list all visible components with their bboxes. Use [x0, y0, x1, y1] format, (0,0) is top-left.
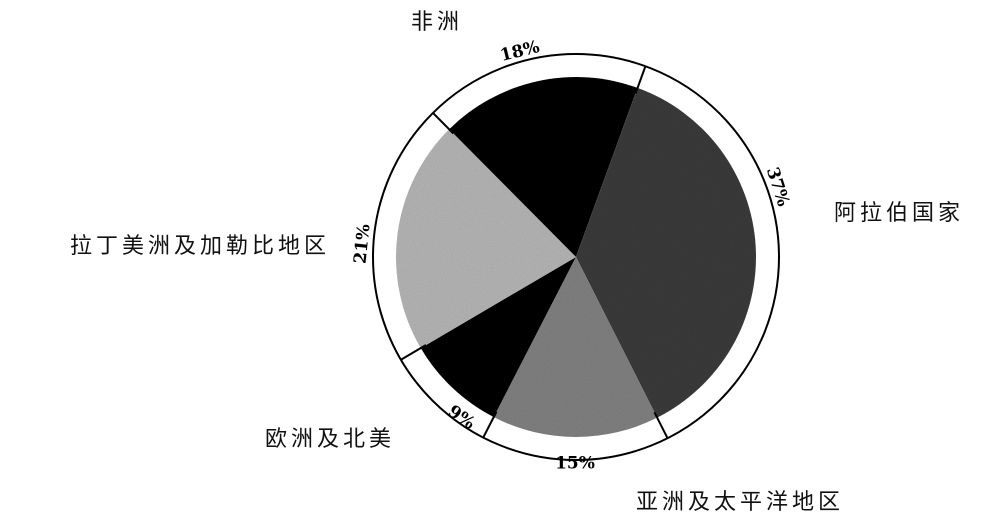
category-label-europe-north-america: 欧洲及北美 [265, 427, 395, 452]
pie-slices [396, 77, 756, 438]
ring-divider [432, 112, 455, 135]
ring-dividers [400, 65, 669, 439]
value-label-asia-pacific: 15% [555, 454, 595, 474]
ring-divider [653, 411, 669, 439]
pie-slice-africa [449, 77, 638, 258]
category-label-arab-states: 阿拉伯国家 [834, 201, 964, 226]
value-label-latin-america: 21% [350, 223, 374, 265]
category-label-africa: 非洲 [411, 10, 463, 35]
ring-divider [482, 411, 498, 439]
pie-slice-latin-america [396, 129, 576, 349]
ring-divider [400, 344, 427, 361]
category-label-asia-pacific: 亚洲及太平洋地区 [636, 490, 844, 515]
ring-divider [634, 65, 647, 94]
pie-slice-arab-states [576, 87, 756, 418]
pie-slice-asia-pacific [493, 257, 658, 438]
category-label-latin-america: 拉丁美洲及加勒比地区 [70, 234, 330, 259]
pie-slice-europe-north-america [420, 257, 576, 418]
